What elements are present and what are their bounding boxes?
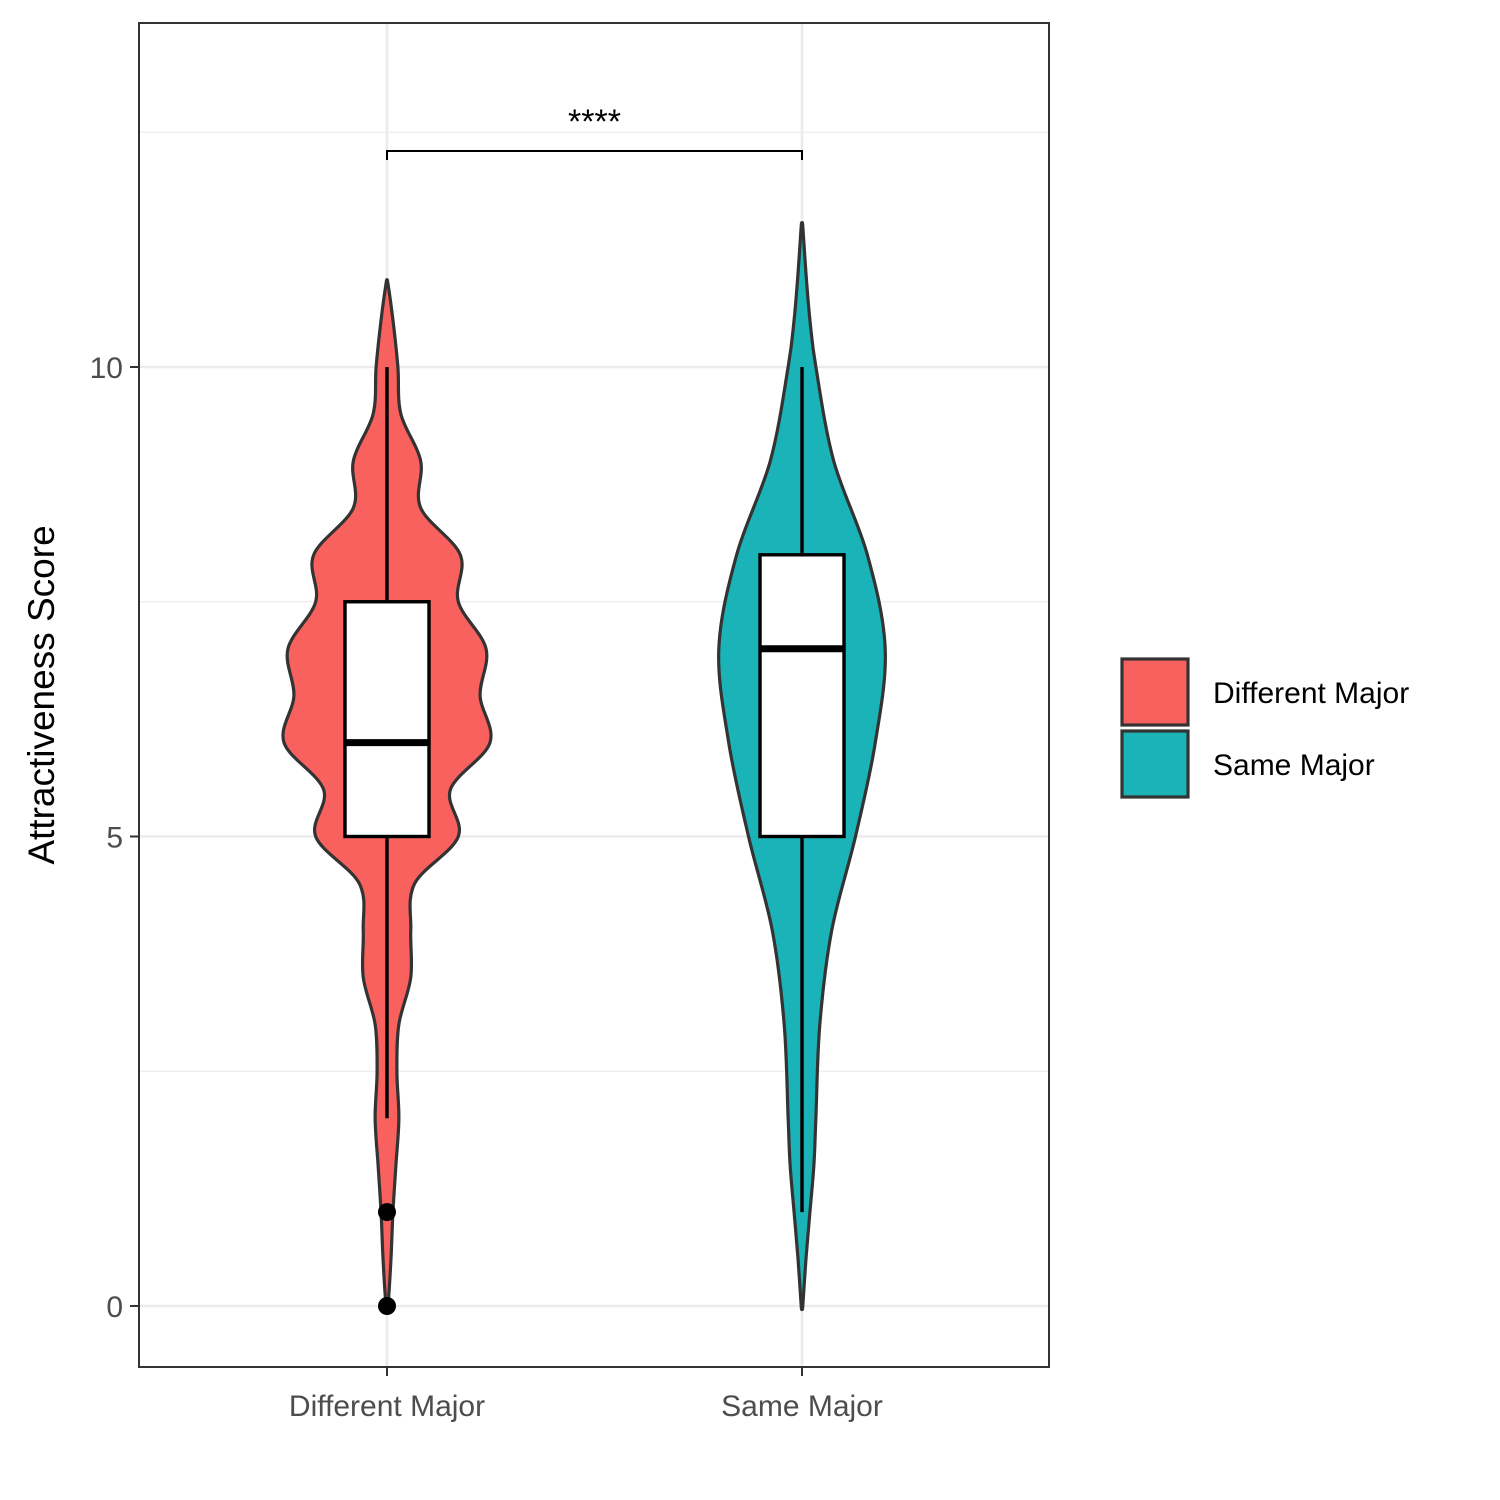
x-axis: Different Major Same Major — [289, 1367, 883, 1423]
significance-annotation: **** — [386, 103, 803, 161]
panel-background — [139, 23, 1049, 1367]
outlier-point — [378, 1203, 396, 1222]
y-tick-label: 10 — [90, 352, 123, 385]
y-axis: 0 5 10 — [90, 352, 139, 1324]
outlier-point — [378, 1297, 396, 1315]
legend-key — [1120, 729, 1190, 799]
x-tick-label: Same Major — [721, 1390, 883, 1423]
box-iqr — [343, 600, 431, 839]
legend-key — [1120, 657, 1190, 727]
significance-label: **** — [568, 103, 621, 141]
significance-bracket — [386, 150, 803, 161]
y-tick-label: 5 — [106, 822, 123, 855]
outlier-points — [378, 1203, 396, 1315]
legend-label: Different Major — [1213, 677, 1409, 710]
panel-border — [138, 22, 1050, 1368]
legend-label: Same Major — [1213, 749, 1375, 782]
x-tick-label: Different Major — [289, 1390, 485, 1423]
legend: Different Major Same Major — [1120, 657, 1409, 799]
boxplots — [343, 367, 846, 1213]
y-axis-title: Attractiveness Score — [21, 525, 62, 864]
y-tick-label: 0 — [106, 1291, 123, 1324]
box-iqr — [758, 553, 846, 839]
